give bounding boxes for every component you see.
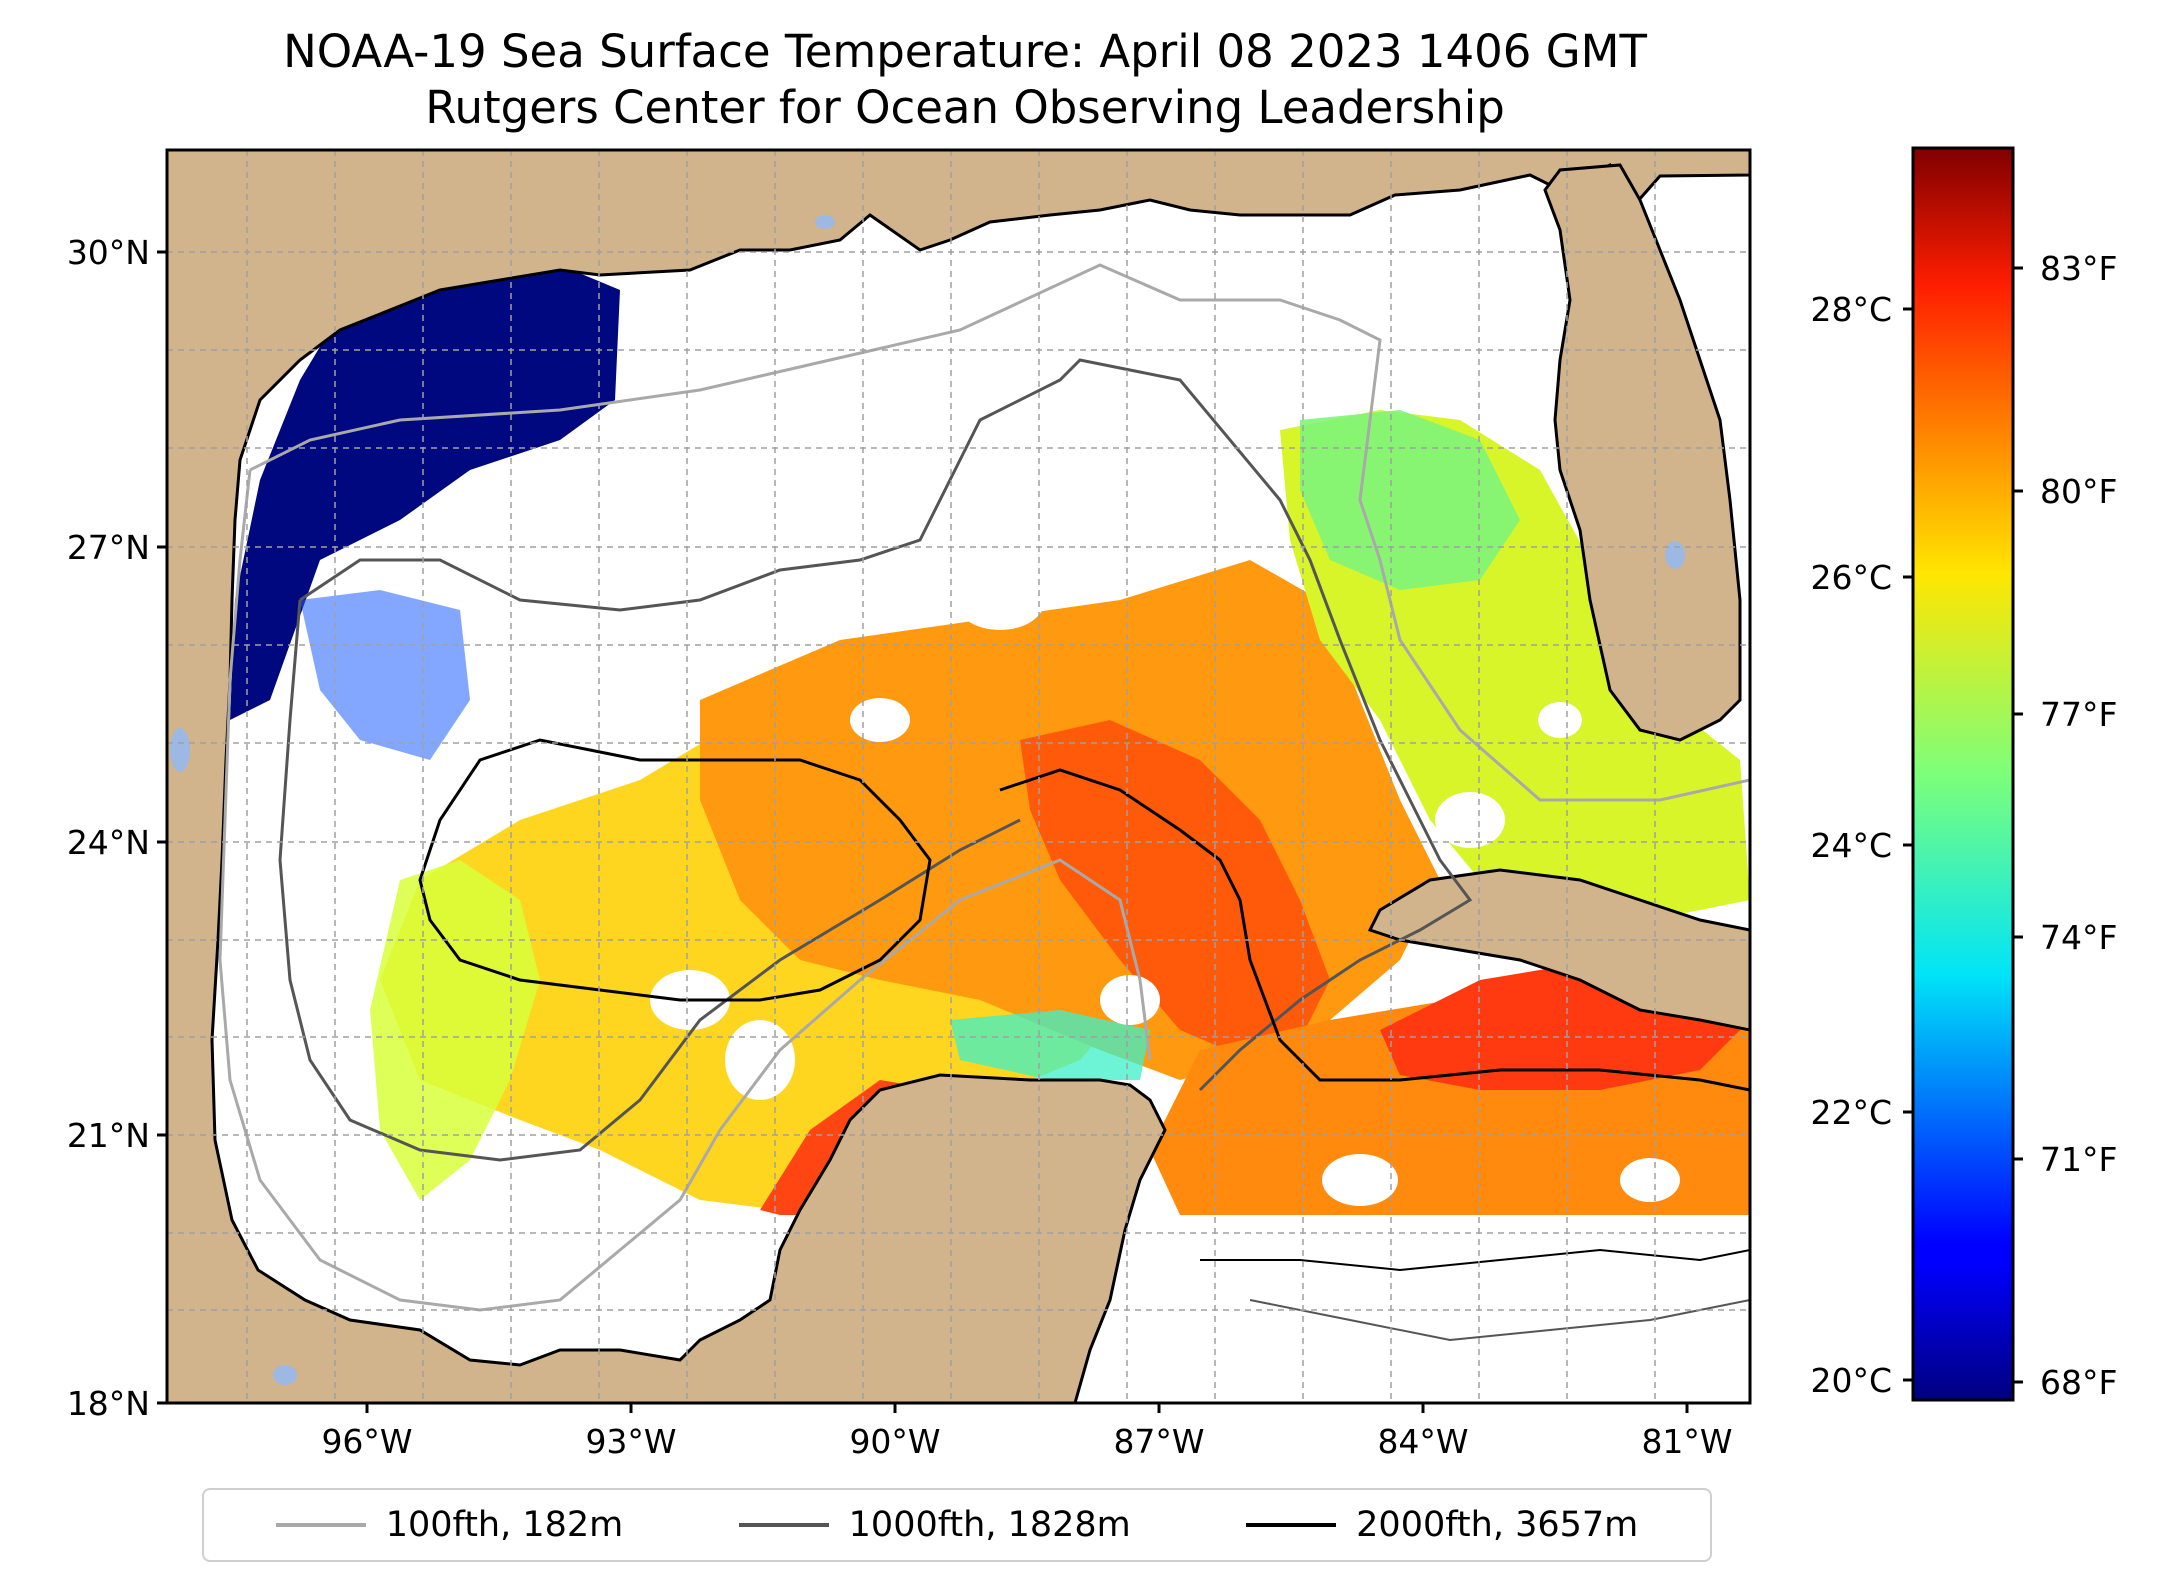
fahrenheit-labels: 83°F 80°F 77°F 74°F 71°F 68°F: [2040, 249, 2117, 1402]
colorbar: 28°C 26°C 24°C 22°C 20°C 83°F 80°F 77°F …: [1810, 146, 2117, 1402]
fahrenheit-label: 68°F: [2040, 1363, 2117, 1402]
legend-line-100fth: [275, 1523, 366, 1527]
land-florida: [1543, 163, 1742, 742]
celsius-labels: 28°C 26°C 24°C 22°C 20°C: [1810, 290, 1892, 1400]
isobath-100fth-west: [218, 469, 1152, 1312]
lat-label: 21°N: [67, 1116, 150, 1155]
lon-label: 90°W: [849, 1422, 940, 1461]
axis-ticks: [157, 250, 1689, 1413]
fahrenheit-ticks: [2013, 266, 2023, 1384]
fahrenheit-label: 80°F: [2040, 472, 2117, 511]
lon-label: 81°W: [1641, 1422, 1732, 1461]
fahrenheit-label: 77°F: [2040, 695, 2117, 734]
fahrenheit-label: 74°F: [2040, 918, 2117, 957]
isobath-1000fth: [299, 358, 1473, 1092]
celsius-label: 28°C: [1810, 290, 1892, 329]
map-area: [167, 150, 1750, 1403]
lon-label: 87°W: [1113, 1422, 1204, 1461]
isobath-100fth: [249, 263, 1750, 802]
celsius-label: 20°C: [1810, 1361, 1892, 1400]
lat-label: 27°N: [67, 528, 150, 567]
map-frame: [165, 148, 1752, 1405]
lat-label: 30°N: [67, 233, 150, 272]
sst-hot-loop-current: [1020, 720, 1330, 1060]
sst-cool-patch-west: [300, 590, 470, 760]
lat-label: 18°N: [67, 1384, 150, 1423]
legend-line-1000fth: [738, 1523, 829, 1527]
legend-item-2000fth: 2000fth, 3657m: [1246, 1505, 1638, 1545]
cloud-gaps: [650, 570, 1680, 1206]
lat-label: 24°N: [67, 823, 150, 862]
isobath-south-east: [1200, 1248, 1750, 1272]
legend-label: 100fth, 182m: [385, 1505, 624, 1545]
legend-line-2000fth: [1246, 1523, 1337, 1527]
legend-label: 1000fth, 1828m: [848, 1505, 1131, 1545]
chart-title: NOAA-19 Sea Surface Temperature: April 0…: [283, 25, 1647, 78]
sst-yucatan-cool: [950, 1010, 1150, 1080]
fahrenheit-label: 71°F: [2040, 1140, 2117, 1179]
isobath-legend: 100fth, 182m 1000fth, 1828m 2000fth, 365…: [202, 1488, 1712, 1562]
latitude-labels: 30°N 27°N 24°N 21°N 18°N: [67, 233, 150, 1423]
isobath-south-east-2: [1249, 1299, 1750, 1342]
lon-label: 84°W: [1377, 1422, 1468, 1461]
longitude-labels: 96°W 93°W 90°W 87°W 84°W 81°W: [321, 1422, 1732, 1461]
celsius-label: 26°C: [1810, 558, 1892, 597]
colorbar-gradient: [1911, 146, 2015, 1402]
lon-label: 96°W: [321, 1422, 412, 1461]
sst-west-yellow: [370, 860, 540, 1200]
chart-subtitle: Rutgers Center for Ocean Observing Leade…: [425, 81, 1505, 134]
sst-cool-green-ne: [1300, 410, 1520, 590]
lon-label: 93°W: [585, 1422, 676, 1461]
sst-cold-shelf: [230, 265, 620, 720]
isobaths: [218, 263, 1750, 1342]
isobath-1000fth-west: [278, 599, 1021, 1162]
celsius-ticks: [1903, 307, 1913, 1382]
legend-label: 2000fth, 3657m: [1356, 1505, 1639, 1545]
legend-item-100fth: 100fth, 182m: [275, 1505, 624, 1545]
lakes: [170, 215, 1685, 1385]
celsius-label: 24°C: [1810, 826, 1892, 865]
legend-item-1000fth: 1000fth, 1828m: [738, 1505, 1131, 1545]
fahrenheit-label: 83°F: [2040, 249, 2117, 288]
celsius-label: 22°C: [1810, 1093, 1892, 1132]
isobath-2000fth-east: [999, 768, 1750, 1092]
